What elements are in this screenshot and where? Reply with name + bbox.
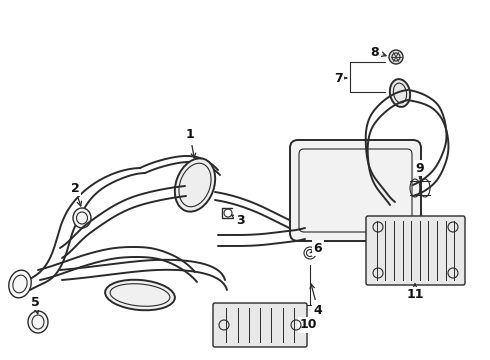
FancyBboxPatch shape <box>213 303 307 347</box>
Text: 9: 9 <box>416 162 424 179</box>
Ellipse shape <box>73 208 91 228</box>
Text: 7: 7 <box>334 72 346 85</box>
Ellipse shape <box>28 311 48 333</box>
Ellipse shape <box>390 79 410 107</box>
Text: 8: 8 <box>371 45 386 58</box>
Ellipse shape <box>105 280 175 310</box>
FancyBboxPatch shape <box>366 216 465 285</box>
Text: 6: 6 <box>310 242 322 255</box>
Ellipse shape <box>175 158 215 212</box>
Ellipse shape <box>389 50 403 64</box>
Text: 4: 4 <box>310 284 322 316</box>
FancyBboxPatch shape <box>290 140 421 241</box>
Ellipse shape <box>9 270 31 298</box>
Text: 3: 3 <box>231 213 245 226</box>
Text: 5: 5 <box>31 296 39 314</box>
Text: 10: 10 <box>299 319 317 332</box>
Text: 2: 2 <box>71 181 81 206</box>
Text: 1: 1 <box>186 129 196 158</box>
Text: 11: 11 <box>406 284 424 302</box>
